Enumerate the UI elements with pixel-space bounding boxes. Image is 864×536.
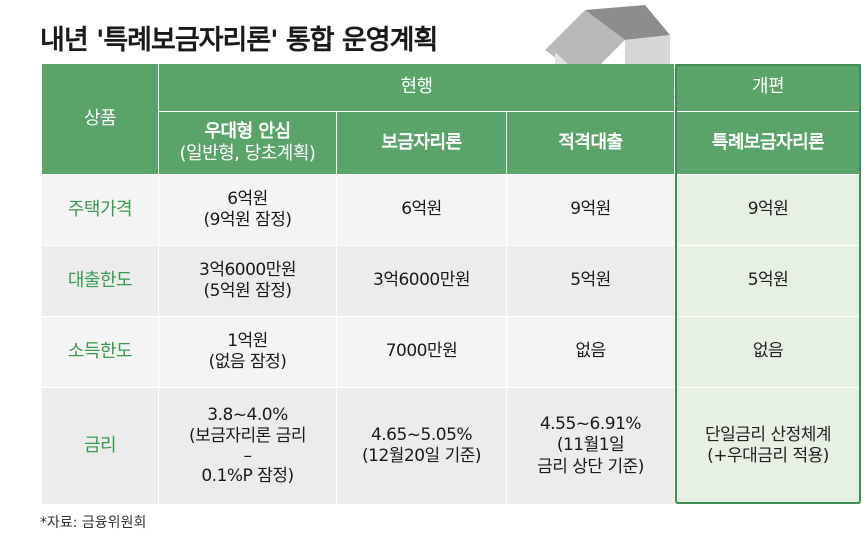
cell-line: (11월1일 (556, 435, 625, 456)
cell-line: (보금자리론 금리 (188, 425, 307, 446)
table-cell: 6억원 (9억원 잠정) (159, 175, 336, 245)
comparison-table: 상품 현행 개편 우대형 안심 (일반형, 당초계획) 보금자리론 적격대출 특… (42, 64, 862, 504)
page-title: 내년 '특례보금자리론' 통합 운영계획 (40, 25, 438, 56)
table-cell: 3.8~4.0% (보금자리론 금리 – 0.1%P 잠정) (159, 388, 336, 504)
row-label-loan-limit: 대출한도 (42, 246, 158, 316)
header-col3-label: 적격대출 (558, 131, 623, 153)
table-cell-highlight: 5억원 (675, 246, 861, 316)
row-label-text: 대출한도 (67, 269, 133, 291)
cell-line: 3억6000만원 (199, 259, 297, 280)
table-cell: 6억원 (337, 175, 506, 245)
cell-line: (없음 잠정) (208, 352, 287, 372)
header-col2-label: 보금자리론 (381, 131, 462, 153)
cell-line: (5억원 잠정) (203, 281, 292, 301)
header-col1-line1: 우대형 안심 (204, 120, 291, 142)
table-cell: 9억원 (507, 175, 674, 245)
cell-line: (12월20일 기준) (362, 446, 482, 466)
row-label-text: 금리 (83, 434, 117, 456)
table-cell: 5억원 (507, 246, 674, 316)
table-cell: 1억원 (없음 잠정) (159, 317, 336, 387)
table-cell: 3억6000만원 (337, 246, 506, 316)
row-label-text: 주택가격 (67, 198, 133, 220)
header-col4: 특례보금자리론 (675, 112, 861, 174)
header-product: 상품 (42, 64, 158, 174)
cell-value: 없음 (575, 341, 606, 362)
header-current-label: 현행 (400, 76, 433, 98)
cell-value: 7000만원 (385, 341, 458, 362)
cell-line: 단일금리 산정체계 (704, 424, 832, 445)
cell-line: 0.1%P 잠정) (201, 466, 294, 487)
row-label-text: 소득한도 (67, 340, 133, 362)
cell-line: 4.55~6.91% (539, 414, 642, 435)
cell-line: 6억원 (227, 188, 268, 209)
cell-value: 3억6000만원 (373, 270, 471, 291)
cell-value: 6억원 (401, 199, 442, 220)
header-col2: 보금자리론 (337, 112, 506, 174)
header-col1: 우대형 안심 (일반형, 당초계획) (159, 112, 336, 174)
cell-line: (9억원 잠정) (203, 210, 292, 230)
header-revised-label: 개편 (751, 76, 785, 98)
cell-line: (+우대금리 적용) (707, 446, 829, 466)
header-col1-line2: (일반형, 당초계획) (179, 143, 316, 164)
table-cell-highlight: 9억원 (675, 175, 861, 245)
cell-line: 금리 상단 기준) (537, 456, 644, 477)
cell-line: 1억원 (227, 330, 268, 351)
cell-value: 9억원 (570, 199, 611, 220)
row-label-housing-price: 주택가격 (42, 175, 158, 245)
header-col3: 적격대출 (507, 112, 674, 174)
cell-value: 없음 (752, 341, 784, 362)
cell-value: 5억원 (570, 270, 611, 291)
cell-line: 4.65~5.05% (370, 424, 473, 445)
table-cell: 7000만원 (337, 317, 506, 387)
header-col4-label: 특례보금자리론 (711, 131, 825, 153)
header-revised: 개편 (675, 64, 861, 111)
table-cell-highlight: 없음 (675, 317, 861, 387)
header-product-label: 상품 (83, 107, 117, 129)
table-cell-highlight: 단일금리 산정체계 (+우대금리 적용) (675, 388, 861, 504)
table-cell: 4.55~6.91% (11월1일 금리 상단 기준) (507, 388, 674, 504)
header-current: 현행 (159, 64, 674, 111)
table-cell: 3억6000만원 (5억원 잠정) (159, 246, 336, 316)
source-note: *자료: 금융위원회 (40, 515, 147, 531)
row-label-interest-rate: 금리 (42, 388, 158, 504)
table-cell: 4.65~5.05% (12월20일 기준) (337, 388, 506, 504)
cell-line: – (243, 446, 253, 466)
cell-value: 5억원 (747, 270, 789, 291)
cell-line: 3.8~4.0% (207, 405, 288, 426)
cell-value: 9억원 (747, 199, 789, 220)
row-label-income-limit: 소득한도 (42, 317, 158, 387)
table-cell: 없음 (507, 317, 674, 387)
